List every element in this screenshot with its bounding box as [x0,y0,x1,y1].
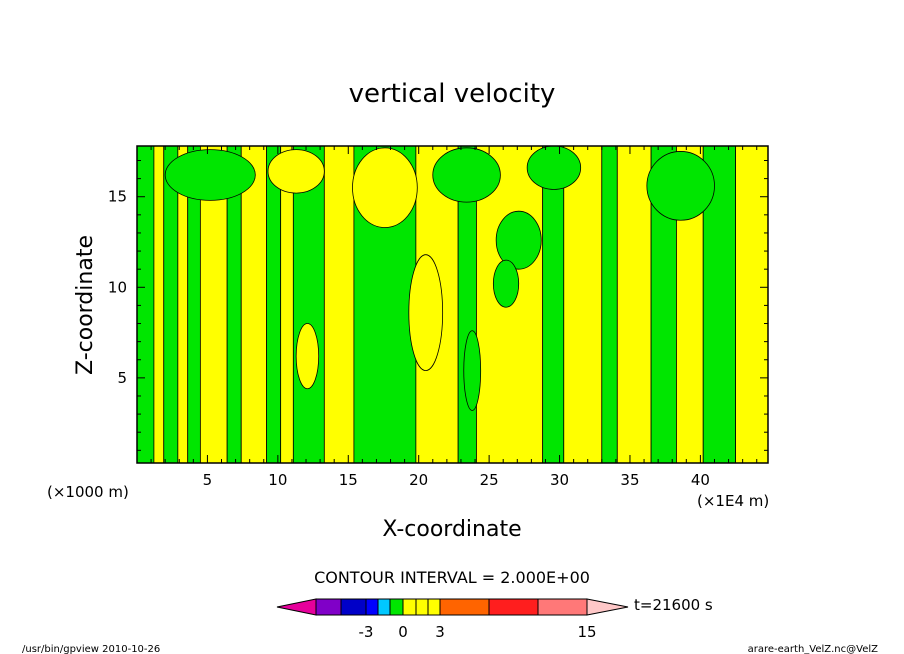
colorbar-arrow-right [586,598,629,616]
colorbar-tick-label: 0 [398,623,408,641]
contour-band [735,146,768,463]
contour-region [408,254,444,372]
y-axis-label: Z-coordinate [73,235,98,375]
footer-right-text: arare-earth_VelZ.nc@VelZ [748,644,879,654]
contour-band [280,146,294,463]
contour-region [164,149,256,201]
contour-band [153,146,165,463]
x-tick-label: 25 [480,471,499,489]
contour-band [601,146,618,463]
x-axis-label: X-coordinate [382,517,521,542]
chart-title: vertical velocity [349,79,556,109]
contour-region [463,330,482,411]
x-tick-label: 15 [339,471,358,489]
colorbar-time-label: t=21600 s [634,596,713,614]
contour-region [352,147,418,228]
x-tick-label: 40 [691,471,710,489]
contour-region [432,147,501,203]
colorbar-box [427,598,441,616]
colorbar: -3 0 3 15 [276,598,629,641]
x-axis-multiplier: (×1E4 m) [697,492,769,510]
contour-band [137,146,155,463]
colorbar-box [488,598,539,616]
contour-band [616,146,652,463]
contour-band [542,146,565,463]
colorbar-tick-label: 3 [435,623,445,641]
x-tick-label: 35 [620,471,639,489]
x-tick-label: 5 [203,471,213,489]
axis-ticks: 5 10 15 20 25 30 35 40 5 10 15 [108,146,768,489]
contour-region [295,323,320,390]
contour-band [292,146,325,463]
contour-region [267,149,325,194]
contour-interval-note: CONTOUR INTERVAL = 2.000E+00 [314,568,590,587]
x-tick-label: 20 [409,471,428,489]
contour-band [323,146,355,463]
contour-region [526,146,582,190]
colorbar-tick-label: 15 [577,623,596,641]
footer-left-text: /usr/bin/gpview 2010-10-26 [22,644,160,654]
contour-region [492,259,520,308]
contour-region [646,151,715,221]
colorbar-box [315,598,342,616]
colorbar-box [415,598,429,616]
plot-frame [136,145,769,464]
colorbar-box [402,598,417,616]
colorbar-arrow-left [276,598,317,616]
x-tick-label: 10 [268,471,287,489]
colorbar-box [377,598,391,616]
contour-band [240,146,267,463]
contour-band [163,146,179,463]
x-axis-unit: (×1000 m) [47,483,129,501]
colorbar-box [340,598,367,616]
colorbar-box [389,598,404,616]
contour-band [266,146,282,463]
y-tick-label: 5 [117,369,127,387]
y-tick-label: 15 [108,188,127,206]
x-tick-label: 30 [550,471,569,489]
contour-region [495,210,542,270]
colorbar-box [365,598,379,616]
contour-field [137,146,768,463]
colorbar-box [439,598,490,616]
y-tick-label: 10 [108,278,127,296]
colorbar-tick-label: -3 [359,623,374,641]
colorbar-box [537,598,588,616]
contour-band [563,146,603,463]
